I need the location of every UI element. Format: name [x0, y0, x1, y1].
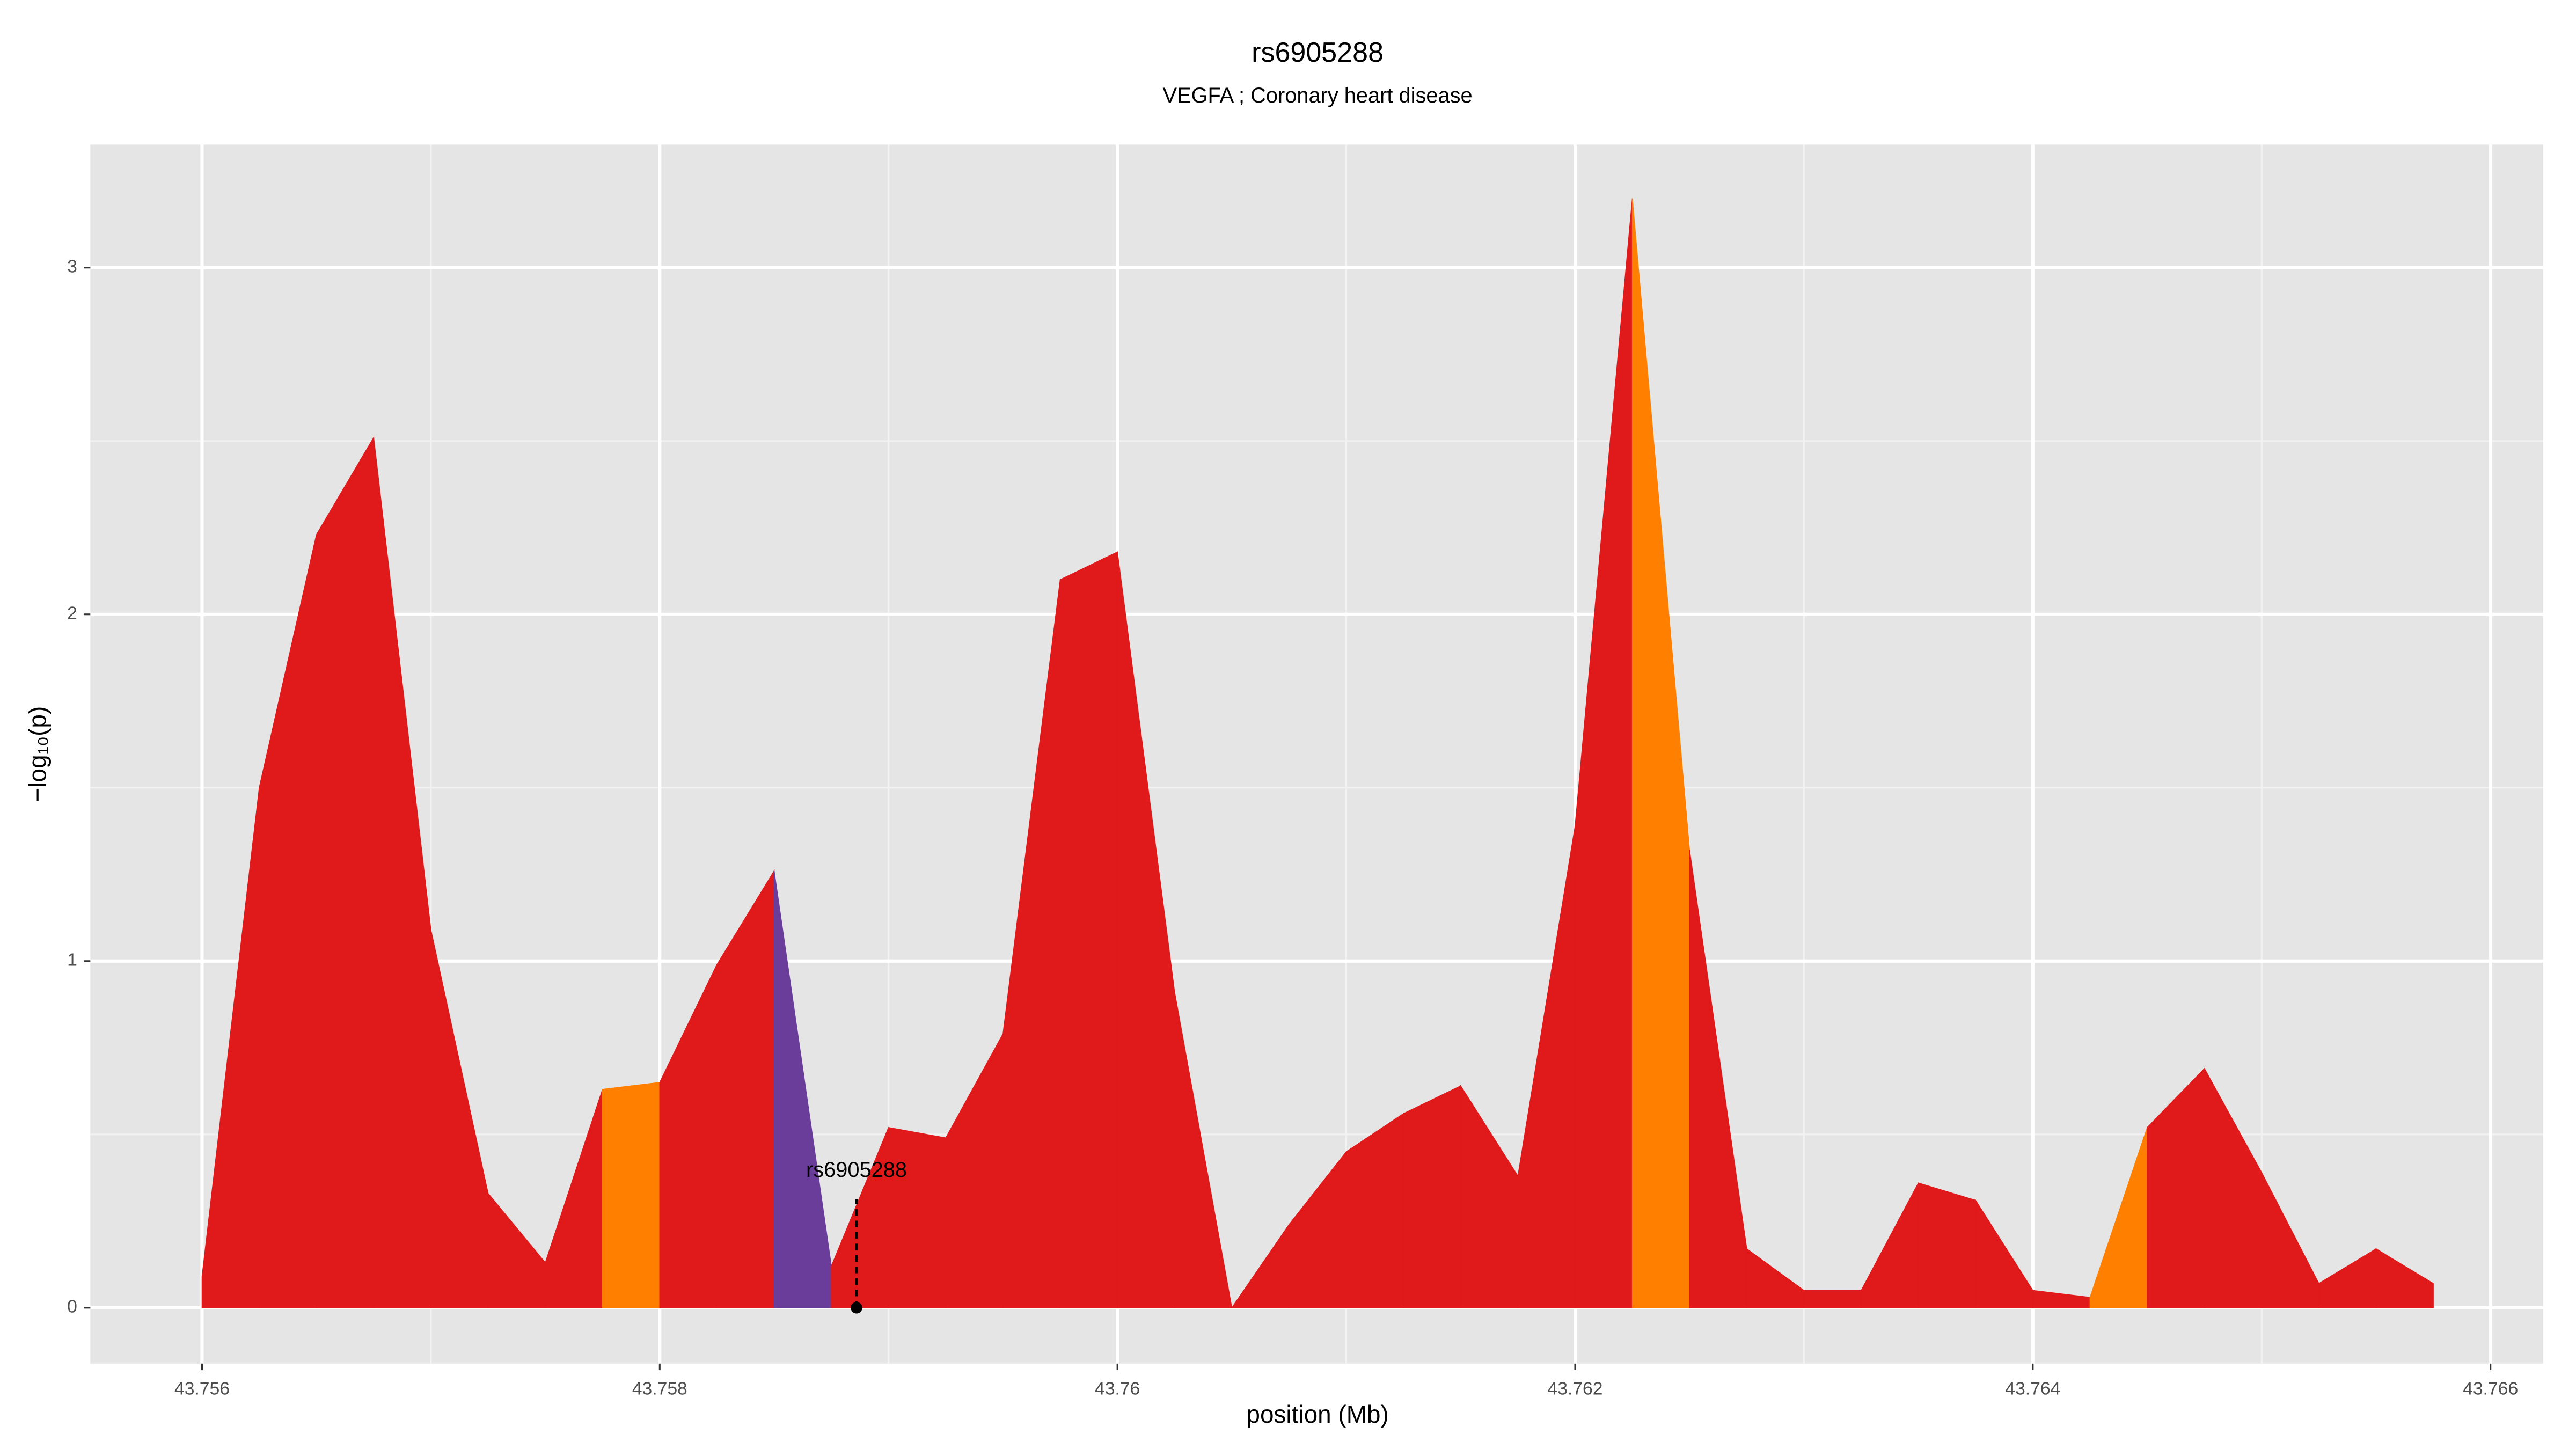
area-segment [1918, 1182, 1977, 1308]
y-axis-label: −log₁₀(p) [24, 706, 52, 802]
area-segment [602, 1082, 661, 1308]
area-segment [1059, 551, 1118, 1308]
marks [201, 198, 2434, 1308]
y-tick-label: 0 [67, 1297, 77, 1317]
x-axis-label: position (Mb) [1246, 1400, 1388, 1428]
y-tick-label: 3 [67, 257, 77, 277]
y-tick-label: 1 [67, 950, 77, 970]
x-tick-label: 43.766 [2463, 1379, 2518, 1399]
y-tick-label: 2 [67, 604, 77, 624]
axes: 43.756 43.758 43.76 43.762 43.764 43.766 0 1 2 3 [67, 257, 2518, 1399]
panel [90, 144, 2543, 1364]
chart-subtitle: VEGFA ; Coronary heart disease [1163, 84, 1473, 107]
area-segment [1174, 992, 1233, 1308]
chart-title: rs6905288 [1252, 37, 1384, 68]
x-tick-label: 43.762 [1548, 1379, 1603, 1399]
x-tick-label: 43.764 [2005, 1379, 2060, 1399]
area-segment [316, 436, 375, 1308]
annotation-label: rs6905288 [806, 1158, 907, 1182]
area-segment [1403, 1085, 1461, 1308]
x-tick-label: 43.758 [632, 1379, 687, 1399]
area-segment [2375, 1248, 2434, 1308]
x-tick-label: 43.76 [1095, 1379, 1140, 1399]
area-segment [1803, 1290, 1862, 1308]
x-tick-label: 43.756 [174, 1379, 230, 1399]
annotation: rs6905288 [806, 1158, 907, 1314]
annotation-point [851, 1302, 862, 1314]
area-segment [888, 1126, 947, 1308]
